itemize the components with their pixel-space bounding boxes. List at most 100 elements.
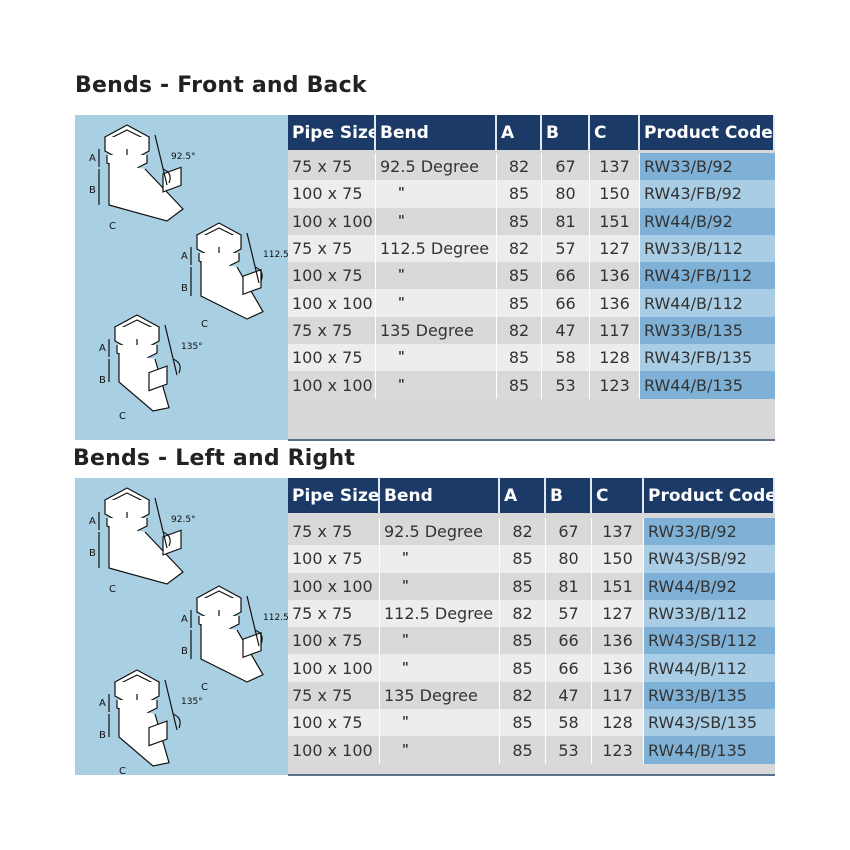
table-row: 75 x 75 112.5 Degree 82 57 127 RW33/B/112	[288, 599, 775, 628]
label-c: C	[201, 682, 208, 693]
header-a: A	[497, 115, 542, 150]
cell-c: 136	[590, 262, 640, 290]
cell-product-code: RW43/SB/112	[644, 627, 775, 655]
cell-pipe-size: 75 x 75	[288, 518, 380, 546]
cell-c: 128	[592, 709, 644, 737]
cell-product-code: RW44/B/92	[644, 572, 775, 600]
header-c: C	[592, 478, 644, 513]
label-b: B	[181, 283, 188, 294]
angle-label: 135°	[181, 697, 203, 707]
cell-pipe-size: 100 x 75	[288, 180, 376, 208]
header-product-code: Product Code	[640, 115, 775, 150]
cell-b: 66	[542, 289, 590, 317]
cell-c: 150	[590, 180, 640, 208]
cell-pipe-size: 100 x 75	[288, 627, 380, 655]
cell-pipe-size: 75 x 75	[288, 153, 376, 181]
table-row: 100 x 75 " 85 80 150 RW43/SB/92	[288, 545, 775, 573]
cell-a: 85	[497, 289, 542, 317]
header-b: B	[542, 115, 590, 150]
cell-bend: "	[376, 289, 497, 317]
angle-label: 92.5°	[171, 515, 196, 525]
cell-a: 85	[500, 736, 546, 764]
cell-bend: 112.5 Degree	[376, 234, 497, 263]
cell-a: 82	[497, 316, 542, 345]
table-row: 100 x 75 " 85 58 128 RW43/FB/135	[288, 344, 775, 372]
cell-b: 53	[546, 736, 592, 764]
cell-bend: 92.5 Degree	[380, 518, 500, 546]
cell-a: 82	[500, 681, 546, 710]
cell-b: 81	[542, 207, 590, 235]
cell-c: 136	[592, 654, 644, 682]
label-a: A	[181, 614, 188, 625]
cell-pipe-size: 75 x 75	[288, 316, 376, 345]
cell-b: 66	[542, 262, 590, 290]
cell-product-code: RW33/B/92	[644, 518, 775, 546]
table-row: 100 x 75 " 85 66 136 RW43/SB/112	[288, 627, 775, 655]
cell-a: 82	[497, 153, 542, 181]
cell-b: 67	[542, 153, 590, 181]
cell-product-code: RW44/B/135	[644, 736, 775, 764]
cell-bend: "	[376, 180, 497, 208]
table-row: 75 x 75 112.5 Degree 82 57 127 RW33/B/112	[288, 234, 775, 263]
label-b: B	[99, 375, 106, 386]
cell-pipe-size: 100 x 75	[288, 344, 376, 372]
cell-c: 127	[592, 599, 644, 628]
cell-product-code: RW33/B/92	[640, 153, 775, 181]
cell-bend: "	[380, 572, 500, 600]
bend-diagram: A B C 135°	[99, 669, 203, 777]
cell-a: 82	[500, 599, 546, 628]
divider	[288, 439, 775, 441]
cell-bend: 135 Degree	[376, 316, 497, 345]
cell-a: 85	[497, 180, 542, 208]
cell-bend: "	[376, 207, 497, 235]
cell-product-code: RW44/B/135	[640, 371, 775, 399]
cell-c: 136	[590, 289, 640, 317]
cell-product-code: RW44/B/92	[640, 207, 775, 235]
cell-c: 123	[590, 371, 640, 399]
bend-diagram: A B C 112.5°	[181, 585, 293, 693]
cell-b: 80	[546, 545, 592, 573]
header-a: A	[500, 478, 546, 513]
label-a: A	[181, 251, 188, 262]
angle-label: 112.5°	[263, 250, 288, 260]
angle-label: 92.5°	[171, 152, 196, 162]
cell-pipe-size: 100 x 100	[288, 736, 380, 764]
table-row: 100 x 100 " 85 81 151 RW44/B/92	[288, 207, 775, 235]
cell-c: 117	[590, 316, 640, 345]
header-pipe-size: Pipe Size	[288, 478, 380, 513]
label-b: B	[89, 185, 96, 196]
cell-bend: "	[376, 262, 497, 290]
cell-pipe-size: 75 x 75	[288, 599, 380, 628]
cell-a: 82	[497, 234, 542, 263]
cell-b: 66	[546, 627, 592, 655]
cell-a: 85	[500, 627, 546, 655]
cell-c: 123	[592, 736, 644, 764]
divider	[288, 774, 775, 776]
cell-b: 57	[546, 599, 592, 628]
bends-table: Pipe Size Bend A B C Product Code 75 x 75 92.5 …	[288, 115, 775, 440]
cell-c: 127	[590, 234, 640, 263]
bend-diagram: A B C 92.5°	[89, 487, 196, 595]
cell-c: 136	[592, 627, 644, 655]
cell-a: 85	[497, 371, 542, 399]
cell-pipe-size: 100 x 75	[288, 545, 380, 573]
label-b: B	[99, 730, 106, 741]
label-a: A	[89, 153, 96, 164]
table-row: 100 x 100 " 85 66 136 RW44/B/112	[288, 289, 775, 317]
table-row: 100 x 75 " 85 66 136 RW43/FB/112	[288, 262, 775, 290]
cell-bend: "	[380, 654, 500, 682]
cell-product-code: RW43/SB/92	[644, 545, 775, 573]
cell-b: 81	[546, 572, 592, 600]
section-title-front-back: Bends - Front and Back	[75, 73, 367, 98]
bend-diagrams-image: A B C 92.5° A B C 112.5° A B C 135°	[75, 478, 293, 777]
cell-a: 85	[497, 262, 542, 290]
cell-product-code: RW33/B/112	[640, 234, 775, 263]
cell-b: 67	[546, 518, 592, 546]
header-bend: Bend	[380, 478, 500, 513]
cell-a: 85	[500, 572, 546, 600]
left-right-panel: A B C 92.5° A B C 112.5° A B C 135° Pipe…	[75, 478, 775, 777]
cell-product-code: RW33/B/135	[644, 681, 775, 710]
bend-diagrams-image: A B C 92.5° A B C 112.5° A B C 135°	[75, 115, 293, 440]
cell-b: 47	[542, 316, 590, 345]
cell-c: 117	[592, 681, 644, 710]
